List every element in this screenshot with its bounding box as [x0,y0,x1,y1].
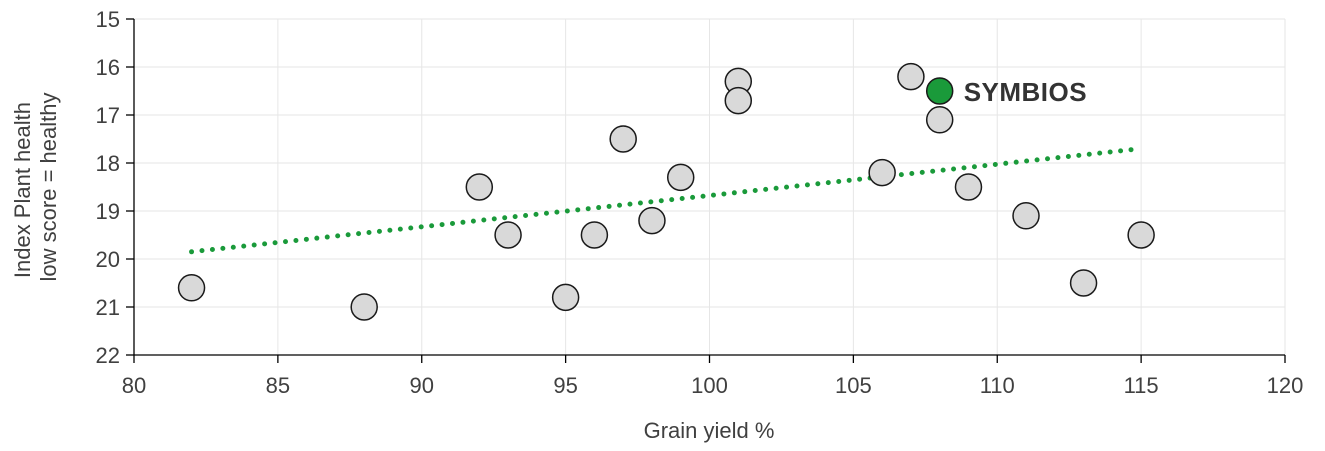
y-axis-title: Index Plant health low score = healthy [10,93,61,282]
y-tick-label: 21 [96,295,120,320]
x-tick-label: 95 [553,373,577,398]
y-axis-title-line-2: low score = healthy [36,93,61,282]
y-tick-label: 18 [96,151,120,176]
x-tick-label: 85 [266,373,290,398]
data-point [609,125,637,153]
data-point [868,158,896,187]
data-point [177,274,206,302]
data-point [897,62,925,91]
x-tick-label: 90 [410,373,434,398]
y-tick-label: 19 [96,199,120,224]
data-point [925,106,954,134]
data-points [177,62,1155,321]
data-point [551,283,580,312]
data-point [1069,269,1098,297]
data-point [465,173,494,201]
y-tick-label: 22 [96,343,120,368]
data-point [1012,202,1040,230]
data-point [1127,221,1155,249]
trendline-group [189,146,1144,255]
data-point [494,221,522,249]
gridlines [133,18,1286,356]
labels: Grain yield % Index Plant health low sco… [10,77,1087,443]
data-point [638,206,666,235]
y-tick-label: 15 [96,7,120,32]
data-point [580,221,609,249]
data-point [666,163,695,192]
x-tick-label: 100 [691,373,728,398]
symbios-label: SYMBIOS [964,77,1087,107]
y-tick-label: 17 [96,103,120,128]
y-tick-label: 16 [96,55,120,80]
symbios-point [925,77,954,105]
x-tick-label: 115 [1124,373,1159,398]
y-tick-label: 20 [96,247,120,272]
x-tick-label: 110 [980,373,1015,398]
data-point [954,173,983,201]
x-axis-title: Grain yield % [644,418,775,443]
x-tick-label: 120 [1267,373,1304,398]
x-tick-label: 80 [122,373,146,398]
y-axis-title-line-1: Index Plant health [10,102,35,278]
trendline [189,146,1144,255]
x-tick-label: 105 [835,373,872,398]
data-point [724,86,753,115]
data-point [350,293,378,321]
